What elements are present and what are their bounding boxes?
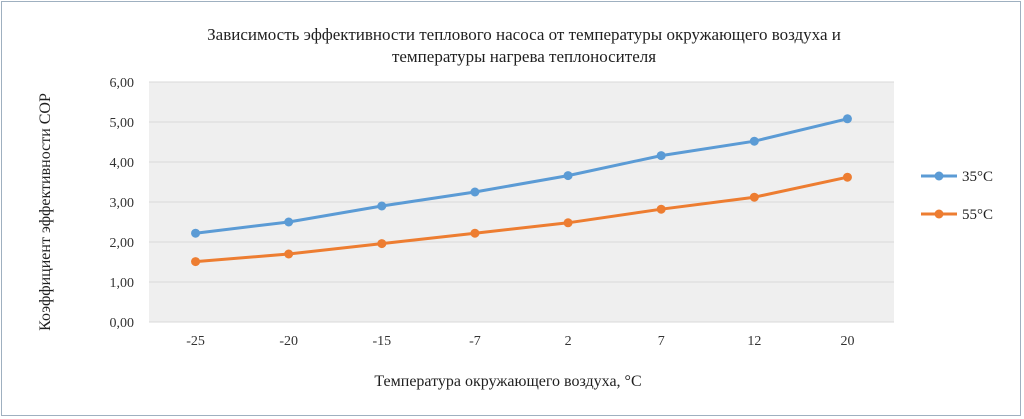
x-tick-label: 12 [747,334,761,349]
chart-title-line-1: Зависимость эффективности теплового насо… [207,25,841,44]
y-tick-label: 4,00 [110,156,135,171]
x-axis-label: Температура окружающего воздуха, °С [374,373,641,390]
legend-swatch-marker [934,171,944,181]
data-point [563,171,573,181]
y-tick-label: 0,00 [110,316,135,331]
legend: 35°C 55°C [921,169,993,223]
data-point [377,239,387,249]
data-point [470,228,480,238]
x-tick-label: -7 [469,334,481,349]
chart-title-line-2: температуры нагрева теплоносителя [392,47,656,66]
data-point [656,204,666,214]
x-tick-label: 7 [658,334,665,349]
legend-label: 55°C [962,207,993,223]
x-tick-label: -25 [186,334,205,349]
data-point [377,201,387,211]
x-tick-labels: -25 -20 -15 -7 2 7 12 20 [186,334,854,349]
data-point [563,218,573,228]
data-point [749,192,759,202]
y-tick-label: 6,00 [110,76,135,91]
data-point [191,228,201,238]
data-point [656,151,666,161]
y-tick-label: 3,00 [110,196,135,211]
x-tick-label: 20 [840,334,854,349]
y-tick-label: 1,00 [110,276,135,291]
grid-lines [149,81,894,323]
y-tick-labels: 0,00 1,00 2,00 3,00 4,00 5,00 6,00 [110,76,135,331]
data-point [191,257,201,267]
x-tick-label: 2 [565,334,572,349]
data-point [749,136,759,146]
data-point [470,187,480,197]
y-tick-label: 2,00 [110,236,135,251]
data-point [284,249,294,259]
series-line [195,117,848,235]
x-tick-label: -15 [372,334,391,349]
legend-label: 35°C [962,169,993,185]
y-axis-label: Коэффициент эффективности COP [37,93,54,331]
legend-swatch-marker [934,209,944,219]
x-tick-label: -20 [279,334,298,349]
data-point [842,114,852,124]
y-tick-label: 5,00 [110,116,135,131]
data-point [842,172,852,182]
series-lines [191,114,852,267]
data-point [284,217,294,227]
series-line [195,175,848,264]
